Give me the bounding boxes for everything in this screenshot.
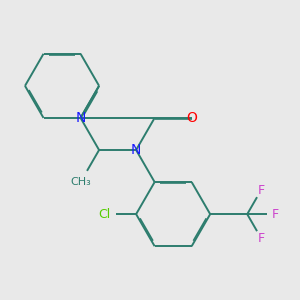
Text: F: F [272,208,279,221]
Text: CH₃: CH₃ [70,177,91,187]
Text: F: F [257,184,265,196]
Text: N: N [131,143,141,157]
Text: F: F [257,232,265,245]
Text: O: O [186,111,197,125]
Text: Cl: Cl [98,208,111,221]
Text: N: N [75,111,86,125]
